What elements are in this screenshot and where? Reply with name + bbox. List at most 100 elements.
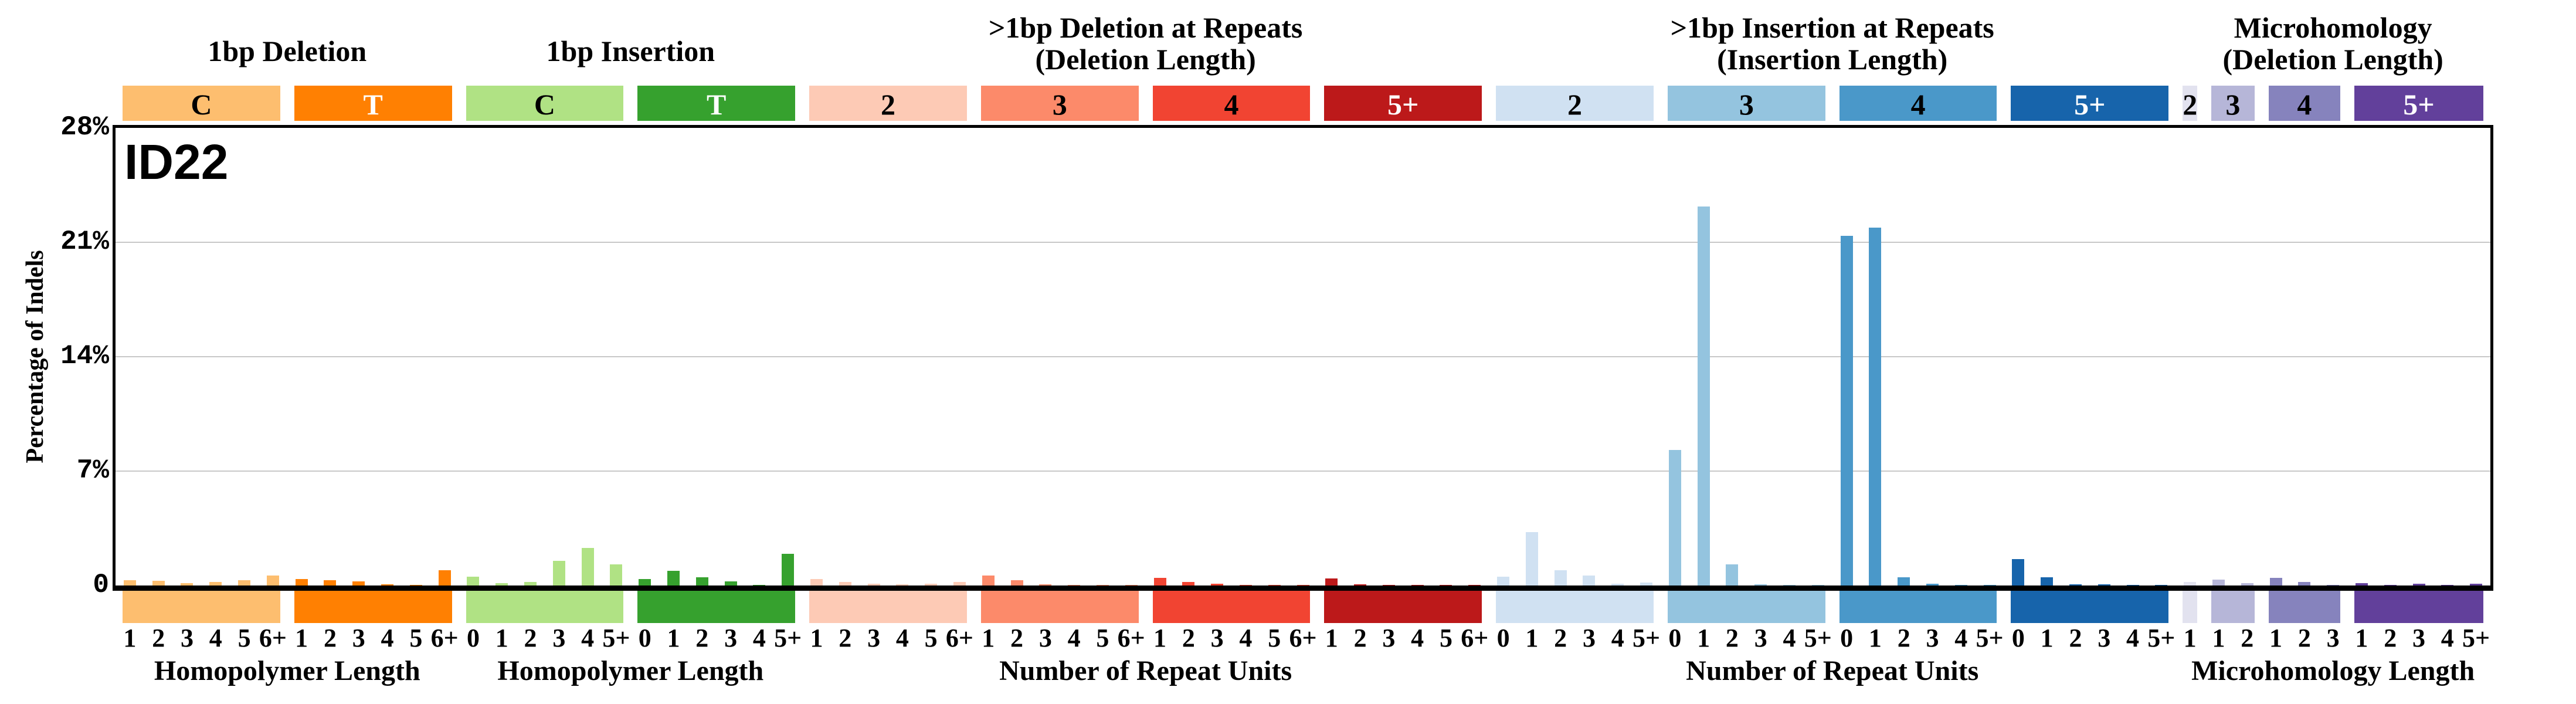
x-tick-label: 2 — [1010, 624, 1024, 652]
bar-microhomology-5+-2 — [2384, 584, 2397, 585]
bar-deletion-at-repeats-5+-5 — [1440, 584, 1452, 585]
section-title-line: >1bp Insertion at Repeats — [1670, 11, 1994, 44]
x-tick-label: 4 — [1239, 624, 1253, 652]
x-axis-section-label: Number of Repeat Units — [1686, 655, 1979, 686]
x-tick-label: 2 — [152, 624, 165, 652]
category-block-microhomology-2: 2 — [2183, 86, 2197, 121]
bar-microhomology-4-3 — [2327, 584, 2340, 585]
category-label: 4 — [2297, 88, 2312, 121]
category-label: 2 — [2183, 88, 2198, 121]
x-tick-label: 5+ — [2147, 624, 2175, 652]
x-tick-label: 4 — [2441, 624, 2454, 652]
category-strip-microhomology-3 — [2211, 589, 2255, 623]
x-tick-label: 2 — [1182, 624, 1195, 652]
bar-1bp-insertion-C-3 — [552, 561, 565, 585]
category-strip-deletion-at-repeats-4 — [1152, 589, 1311, 623]
bar-deletion-at-repeats-2-3 — [867, 584, 880, 585]
x-tick-label: 4 — [1067, 624, 1081, 652]
bar-microhomology-3-1 — [2212, 580, 2225, 585]
bar-microhomology-2-1 — [2184, 581, 2197, 585]
bar-deletion-at-repeats-2-4 — [896, 584, 909, 585]
category-block-1bp-deletion-C: C — [123, 86, 280, 121]
bar-insertion-at-repeats-2-4 — [1611, 584, 1624, 585]
category-strip-deletion-at-repeats-2 — [809, 589, 967, 623]
category-label: 2 — [880, 88, 895, 121]
x-tick-label: 2 — [2384, 624, 2397, 652]
category-strip-microhomology-4 — [2268, 589, 2340, 623]
category-label: T — [363, 88, 383, 121]
category-block-deletion-at-repeats-4: 4 — [1152, 86, 1311, 121]
x-tick-label: 0 — [466, 624, 480, 652]
bar-1bp-insertion-C-0 — [467, 576, 480, 585]
x-tick-label: 5+ — [602, 624, 630, 652]
x-tick-label: 6+ — [945, 624, 973, 652]
category-label: 5+ — [2074, 88, 2106, 121]
x-tick-label: 3 — [867, 624, 881, 652]
bar-1bp-insertion-C-1 — [495, 583, 508, 585]
sample-name: ID22 — [124, 134, 229, 189]
category-label: 3 — [1739, 88, 1754, 121]
y-tick-label: 14% — [60, 341, 109, 371]
bar-insertion-at-repeats-3-3 — [1754, 584, 1767, 585]
x-tick-label: 1 — [1868, 624, 1882, 652]
bar-microhomology-4-1 — [2269, 578, 2282, 585]
x-tick-label: 1 — [667, 624, 680, 652]
section-title: 1bp Insertion — [547, 35, 715, 67]
x-tick-label: 5 — [409, 624, 423, 652]
y-tick-label: 7% — [76, 455, 109, 486]
x-tick-label: 2 — [695, 624, 709, 652]
x-tick-label: 6+ — [259, 624, 287, 652]
x-tick-label: 4 — [1783, 624, 1796, 652]
category-strip-deletion-at-repeats-3 — [980, 589, 1139, 623]
x-tick-label: 5 — [237, 624, 251, 652]
category-label: C — [191, 88, 212, 121]
x-tick-label: 5+ — [1804, 624, 1832, 652]
x-tick-label: 3 — [2412, 624, 2425, 652]
x-tick-label: 3 — [724, 624, 738, 652]
bar-insertion-at-repeats-2-0 — [1497, 576, 1510, 585]
x-tick-label: 5 — [924, 624, 938, 652]
bar-deletion-at-repeats-5+-4 — [1411, 584, 1424, 585]
bar-microhomology-5+-1 — [2355, 583, 2368, 585]
bar-insertion-at-repeats-4-3 — [1926, 584, 1939, 585]
category-block-1bp-insertion-T: T — [637, 86, 796, 121]
bar-insertion-at-repeats-3-4 — [1783, 584, 1796, 585]
bar-insertion-at-repeats-2-3 — [1583, 576, 1596, 585]
x-tick-label: 3 — [1038, 624, 1052, 652]
x-tick-label: 2 — [2297, 624, 2311, 652]
category-strip-microhomology-2 — [2183, 589, 2198, 623]
category-block-insertion-at-repeats-4: 4 — [1839, 86, 1997, 121]
bar-deletion-at-repeats-4-6+ — [1297, 584, 1309, 585]
bar-deletion-at-repeats-5+-3 — [1382, 584, 1395, 585]
x-tick-label: 3 — [352, 624, 365, 652]
x-tick-label: 1 — [1153, 624, 1167, 652]
x-tick-label: 1 — [123, 624, 137, 652]
gridline — [116, 471, 2490, 472]
bar-deletion-at-repeats-2-1 — [810, 578, 823, 585]
x-tick-label: 1 — [2183, 624, 2197, 652]
bar-insertion-at-repeats-3-2 — [1726, 564, 1739, 585]
bar-1bp-deletion-T-6+ — [438, 570, 451, 585]
gridline — [116, 242, 2490, 243]
x-tick-label: 2 — [2069, 624, 2082, 652]
category-block-insertion-at-repeats-3: 3 — [1667, 86, 1825, 121]
category-label: 4 — [1910, 88, 1926, 121]
x-tick-label: 2 — [1353, 624, 1367, 652]
bar-microhomology-5+-5+ — [2470, 584, 2483, 585]
x-tick-label: 5 — [1268, 624, 1281, 652]
bar-1bp-deletion-C-6+ — [266, 575, 279, 585]
bar-deletion-at-repeats-3-3 — [1039, 584, 1052, 585]
x-tick-label: 3 — [1582, 624, 1596, 652]
bar-1bp-deletion-T-3 — [352, 581, 365, 585]
section-title-line: (Insertion Length) — [1717, 43, 1948, 76]
bar-deletion-at-repeats-2-6+ — [953, 582, 966, 585]
bar-deletion-at-repeats-2-2 — [839, 581, 851, 585]
bar-insertion-at-repeats-5+-1 — [2041, 577, 2054, 585]
bar-insertion-at-repeats-4-0 — [1840, 235, 1853, 585]
category-block-1bp-deletion-T: T — [294, 86, 452, 121]
category-label: 3 — [2225, 88, 2241, 121]
category-label: 5+ — [2403, 88, 2435, 121]
x-tick-label: 2 — [1725, 624, 1739, 652]
bar-insertion-at-repeats-4-4 — [1954, 584, 1967, 585]
bar-1bp-insertion-T-1 — [667, 570, 680, 585]
